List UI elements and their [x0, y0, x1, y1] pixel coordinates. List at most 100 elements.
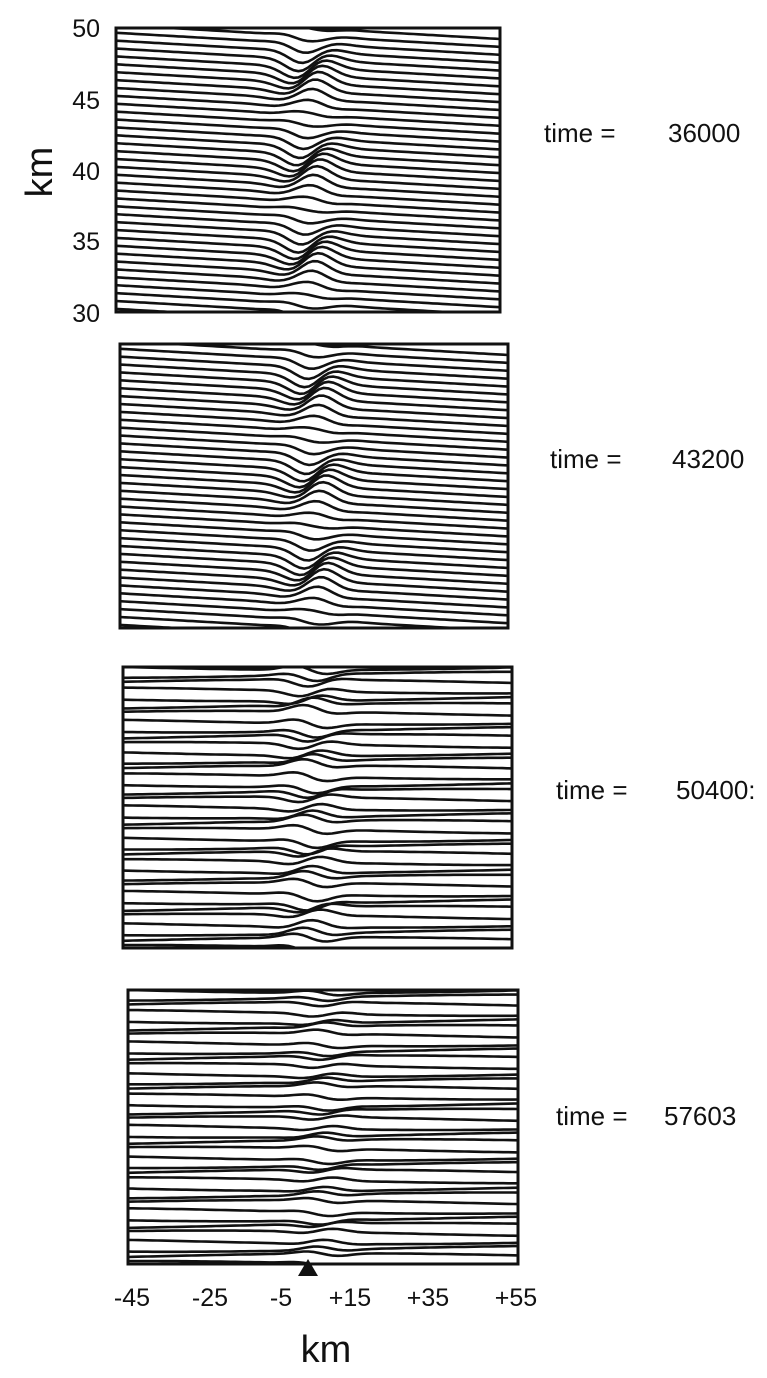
contour-line: [128, 1135, 518, 1146]
contour-line: [128, 1259, 399, 1264]
x-tick-label: -5: [270, 1284, 292, 1312]
y-tick-label: 45: [72, 87, 100, 115]
contour-line: [116, 212, 500, 238]
contour-line: [128, 1160, 518, 1172]
y-tick-labels: 50 45 40 35 30: [72, 15, 100, 328]
contour-line: [128, 1155, 518, 1166]
y-tick-label: 50: [72, 15, 100, 43]
contour-line: [128, 1166, 518, 1175]
contour-line: [116, 189, 500, 214]
contour-line: [116, 31, 500, 57]
contour-line: [128, 1047, 518, 1058]
contour-line: [116, 251, 500, 277]
panel-time-label: time =: [556, 1101, 628, 1131]
contour-line: [120, 536, 508, 562]
contour-line: [120, 371, 508, 396]
contour-line: [120, 592, 508, 617]
contour-line: [120, 584, 508, 609]
contour-line: [123, 802, 512, 813]
contour-field: [120, 344, 508, 628]
contour-line: [120, 418, 508, 444]
contour-line: [123, 813, 512, 826]
contour-line: [120, 457, 508, 483]
contour-line: [128, 1028, 518, 1039]
contour-line: [116, 244, 500, 270]
contour-line: [123, 703, 512, 717]
panel-4: time = 57603: [126, 988, 736, 1266]
contour-line: [116, 55, 500, 80]
contour-line: [123, 902, 512, 914]
contour-line: [120, 347, 508, 373]
contour-line: [120, 386, 508, 412]
contour-line: [116, 157, 500, 183]
contour-line: [123, 889, 512, 903]
contour-line: [123, 855, 512, 867]
x-tick-label: +55: [495, 1284, 537, 1312]
contour-line: [128, 1196, 518, 1206]
contour-line: [128, 1076, 518, 1086]
contour-line: [128, 1238, 518, 1246]
x-tick-label: +35: [407, 1284, 449, 1312]
contour-line: [128, 1107, 518, 1116]
contour-line: [116, 78, 500, 104]
panel-time-label: time =: [550, 444, 622, 474]
contour-line: [307, 344, 508, 357]
contour-line: [120, 450, 508, 476]
contour-line: [123, 787, 512, 800]
contour-line: [123, 696, 512, 710]
contour-field: [128, 990, 518, 1264]
contour-line: [120, 410, 508, 436]
y-tick-label: 40: [72, 158, 100, 186]
location-marker: [298, 1259, 318, 1276]
x-tick-label: +15: [329, 1284, 371, 1312]
contour-line: [116, 283, 500, 309]
contour-line: [116, 141, 500, 167]
x-tick-labels: -45 -25 -5 +15 +35 +55: [114, 1284, 537, 1312]
contour-line: [301, 28, 500, 41]
contour-line: [123, 725, 512, 739]
contour-line: [116, 134, 500, 160]
contour-line: [128, 1081, 518, 1091]
contour-line: [120, 480, 508, 507]
contour-line: [123, 926, 512, 937]
contour-line: [116, 149, 500, 175]
contour-line: [123, 864, 512, 875]
contour-line: [116, 70, 500, 96]
contour-line: [128, 1053, 518, 1062]
panel-time-value: 43200: [672, 444, 744, 474]
contour-line: [116, 299, 350, 312]
contour-line: [128, 1102, 518, 1112]
panel-3: time = 50400:: [121, 665, 756, 950]
contour-line: [123, 732, 512, 743]
contour-line: [120, 402, 508, 428]
contour-line: [128, 1190, 518, 1200]
contour-line: [116, 102, 500, 128]
contour-line: [116, 181, 500, 206]
contour-line: [128, 1092, 518, 1101]
contour-line: [120, 434, 508, 459]
contour-line: [123, 823, 512, 836]
contour-line: [128, 1144, 518, 1154]
panel-time-label: time =: [556, 775, 628, 805]
contour-line: [116, 86, 500, 112]
panel-frame: [118, 342, 510, 630]
contour-line: [128, 1021, 518, 1032]
contour-line: [128, 1227, 518, 1238]
contour-line: [116, 39, 500, 65]
panel-time-label: time =: [544, 118, 616, 148]
contour-line: [120, 544, 508, 570]
contour-line: [123, 847, 512, 858]
contour-line: [120, 442, 508, 467]
panel-time-value: 57603: [664, 1101, 736, 1131]
contour-line: [116, 164, 500, 191]
contour-line: [120, 575, 508, 601]
contour-line: [128, 1061, 518, 1071]
contour-line: [128, 1008, 518, 1018]
contour-line: [123, 932, 512, 943]
contour-line: [116, 94, 500, 120]
contour-line: [123, 809, 512, 821]
contour-line: [123, 943, 391, 948]
contour-line: [120, 355, 508, 381]
contour-line: [120, 567, 508, 593]
